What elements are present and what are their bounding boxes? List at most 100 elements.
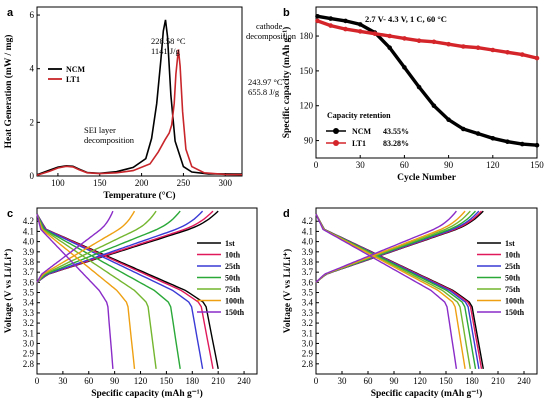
annotation-ncm-peak: 1141 J/g xyxy=(151,46,180,56)
panel-d-ytick-label: 3.7 xyxy=(302,267,314,277)
data-point-ncm xyxy=(520,141,525,147)
legend-label-100th: 100th xyxy=(225,297,245,306)
data-point-lt1 xyxy=(416,38,422,43)
annotation-sei: SEI layer xyxy=(84,125,116,135)
legend-label-1st: 1st xyxy=(225,239,235,248)
legend-title: Capacity retention xyxy=(327,111,391,120)
data-point-ncm xyxy=(461,126,466,132)
data-point-ncm xyxy=(475,131,481,136)
legend-label-25th: 25th xyxy=(505,262,521,271)
panel-d-letter: d xyxy=(283,208,290,220)
panel-d-ytick-label: 3.9 xyxy=(302,247,314,257)
discharge-curve-150th xyxy=(315,213,458,370)
data-point-lt1 xyxy=(490,47,496,53)
panel-d-xtick-label: 60 xyxy=(364,376,374,386)
series-line-ncm xyxy=(36,19,243,176)
panel-b-ylabel: Specific capacity (mAh g⁻¹) xyxy=(281,27,292,139)
panel-b-letter: b xyxy=(283,7,290,19)
panel-b-xlabel: Cycle Number xyxy=(397,173,457,183)
panel-c-ytick-label: 2.8 xyxy=(23,359,35,369)
panel-a-ytick-label: 2 xyxy=(30,117,35,127)
discharge-curve-10th xyxy=(36,213,214,370)
panel-b-xtick-label: 120 xyxy=(486,160,500,170)
panel-d-xtick-label: 210 xyxy=(491,376,505,386)
data-point-lt1 xyxy=(475,45,481,50)
panel-c-xtick-label: 30 xyxy=(58,376,68,386)
panel-c-xtick-label: 150 xyxy=(160,376,174,386)
panel-c-xtick-label: 90 xyxy=(110,376,120,386)
charge-curve-150th xyxy=(36,210,114,283)
legend-label-75th: 75th xyxy=(225,285,241,294)
panel-c-ytick-label: 3.2 xyxy=(23,318,34,328)
panel-c-xtick-label: 180 xyxy=(186,376,200,386)
series-band-ncm xyxy=(315,14,539,147)
panel-d-frame xyxy=(315,207,538,375)
panel-c-ytick-label: 3.3 xyxy=(23,308,35,318)
data-point-lt1 xyxy=(357,29,363,34)
panel-c-ytick-label: 2.9 xyxy=(23,349,35,359)
data-point-ncm xyxy=(534,142,540,148)
panel-c-ytick-label: 3.4 xyxy=(23,298,35,308)
legend-label-25th: 25th xyxy=(225,262,241,271)
legend-label-75th: 75th xyxy=(505,285,521,294)
charge-curve-150th xyxy=(315,210,457,283)
legend-label-150th: 150th xyxy=(505,308,525,317)
panel-c-ytick-label: 4.2 xyxy=(23,216,34,226)
data-point-lt1 xyxy=(446,41,451,47)
panel-a-ytick-label: 6 xyxy=(30,10,35,20)
series-line-lt1 xyxy=(36,49,243,176)
legend-value-ncm: 43.55% xyxy=(383,127,409,136)
panel-d-xtick-label: 120 xyxy=(413,376,427,386)
legend-label-lt1: LT1 xyxy=(352,139,366,148)
panel-d-ytick-label: 3.0 xyxy=(302,338,314,348)
panel-b-ytick-label: 180 xyxy=(300,31,314,41)
panel-d-ytick-label: 3.5 xyxy=(302,288,314,298)
panel-d-ytick-label: 3.6 xyxy=(302,277,314,287)
annotation-cathode: cathode xyxy=(256,21,283,31)
panel-b-xtick-label: 90 xyxy=(444,160,454,170)
panel-d-ytick-label: 3.3 xyxy=(302,308,314,318)
panel-c-ytick-label: 4.1 xyxy=(23,226,34,236)
panel-d-ytick-label: 4.0 xyxy=(302,237,314,247)
charge-curve-50th xyxy=(36,210,181,283)
legend-marker-lt1 xyxy=(333,140,339,146)
legend-label-50th: 50th xyxy=(225,274,241,283)
annotation-lt1-peak: 655.8 J/g xyxy=(248,87,280,97)
panel-a-ytick-label: 4 xyxy=(30,64,35,74)
chart-title: 2.7 V- 4.3 V, 1 C, 60 °C xyxy=(365,14,447,24)
data-point-lt1 xyxy=(505,50,510,55)
panel-a-xtick-label: 300 xyxy=(219,178,233,188)
panel-c-xtick-label: 60 xyxy=(84,376,94,386)
data-point-lt1 xyxy=(387,33,393,39)
panel-d-ytick-label: 4.1 xyxy=(302,226,313,236)
panel-a-xtick-label: 250 xyxy=(177,178,191,188)
panel-c-xtick-label: 210 xyxy=(211,376,225,386)
panel-c-letter: c xyxy=(7,208,13,220)
panel-c-xtick-label: 120 xyxy=(134,376,148,386)
legend-label-lt1: LT1 xyxy=(66,75,80,84)
data-point-ncm xyxy=(416,84,422,90)
legend-label-ncm: NCM xyxy=(352,127,372,136)
panel-b-xtick-label: 0 xyxy=(314,160,319,170)
panel-b-xtick-label: 60 xyxy=(400,160,410,170)
legend-label-ncm: NCM xyxy=(66,65,86,74)
panel-b-ytick-label: 90 xyxy=(304,136,314,146)
discharge-curve-75th xyxy=(36,213,157,369)
panel-c-ytick-label: 3.1 xyxy=(23,328,34,338)
data-point-ncm xyxy=(490,136,496,141)
panel-b-xtick-label: 150 xyxy=(530,160,544,170)
panel-c-ylabel: Voltage (V vs Li/Li⁺) xyxy=(3,249,14,333)
data-point-lt1 xyxy=(520,52,525,57)
legend-label-100th: 100th xyxy=(505,297,525,306)
data-point-ncm xyxy=(505,139,510,144)
series-band-lt1 xyxy=(315,19,539,60)
panel-d-xtick-label: 150 xyxy=(439,376,453,386)
panel-a-xtick-label: 100 xyxy=(51,178,65,188)
legend-label-1st: 1st xyxy=(505,239,515,248)
panel-a-xlabel: Temperature (°C) xyxy=(103,190,175,201)
data-point-ncm xyxy=(387,45,393,50)
data-point-ncm xyxy=(343,18,348,24)
panel-b-ytick-label: 120 xyxy=(300,101,314,111)
charge-curve-25th xyxy=(36,210,204,283)
panel-d-xtick-label: 240 xyxy=(517,376,531,386)
